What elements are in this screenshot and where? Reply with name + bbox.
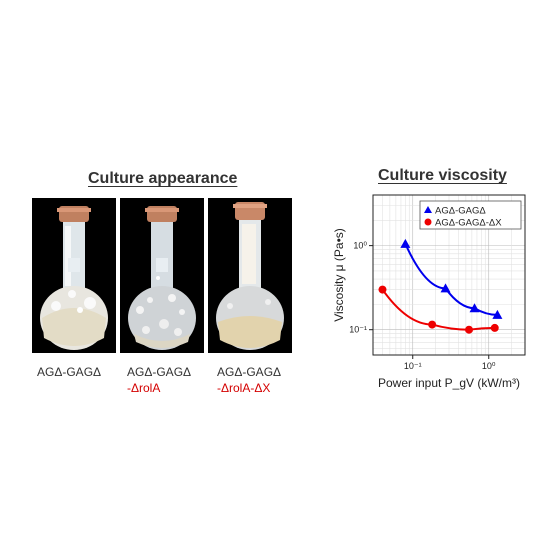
flask-photo-agd-gagd-drola [120,198,204,353]
caption-strain-1: AGΔ-GAGΔ [37,364,101,380]
y-axis-label: Viscosity μ (Pa•s) [332,228,346,322]
series-line-1 [404,243,498,316]
data-point-triangle [440,283,451,293]
legend-box [419,200,522,230]
caption-line2: -ΔrolA [127,381,161,395]
caption-line2: -ΔrolA-ΔX [217,381,271,395]
viscosity-chart: 10⁻¹ 10⁰ 10⁻¹ 10⁰ Power input P_gV (kW/m³) Vi… [332,194,526,390]
legend-marker-triangle [424,206,432,213]
caption-line1: AGΔ-GAGΔ [127,365,192,379]
culture-viscosity-title: Culture viscosity [378,167,507,184]
x-axis-label: Power input P_gV (kW/m³) [378,376,520,390]
x-tick-label: 10⁰ [482,361,496,371]
plot-frame [372,194,526,356]
legend-label: AGΔ-GAGΔ-ΔX [435,218,502,229]
data-point-triangle [492,309,503,319]
y-tick-label: 10⁰ [353,241,367,251]
caption-line1: AGΔ-GAGΔ [217,365,282,379]
legend-marker-circle [424,218,432,226]
caption-line1: AGΔ-GAGΔ [37,365,102,379]
y-tick-label: 10⁻¹ [349,325,367,335]
culture-appearance-title: Culture appearance [88,170,238,187]
flask-photo-agd-gagd [32,198,116,353]
caption-strain-3: AGΔ-GAGΔ -ΔrolA-ΔX [217,364,281,396]
caption-strain-2: AGΔ-GAGΔ -ΔrolA [127,364,191,396]
data-point-circle [428,320,437,329]
flask-photo-agd-gagd-drola-dx [208,198,292,353]
legend-label: AGΔ-GAGΔ [435,206,486,217]
data-point-circle [465,325,474,334]
data-point-triangle [400,238,411,248]
data-point-circle [490,323,499,332]
data-point-triangle [469,303,480,313]
data-point-circle [378,285,387,294]
x-tick-label: 10⁻¹ [404,361,422,371]
series-line-2 [381,288,495,331]
